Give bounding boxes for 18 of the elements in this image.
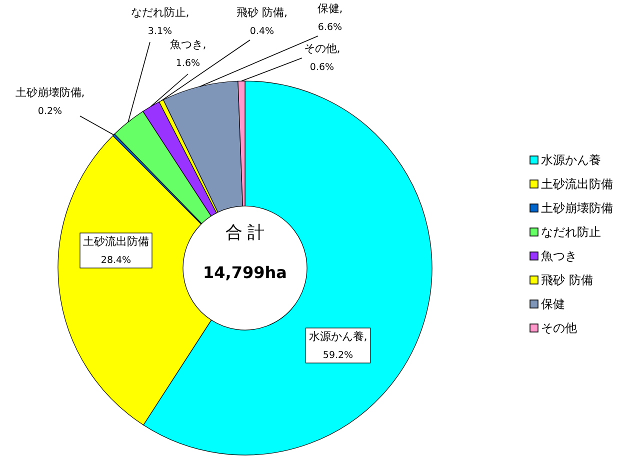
data-label: なだれ防止, 3.1% xyxy=(130,6,190,37)
data-label: 土砂流出防備 28.4% xyxy=(83,235,149,266)
legend-label: 土砂流出防備 xyxy=(541,177,613,191)
legend-label: 魚つき xyxy=(541,249,577,263)
legend-label: 保健 xyxy=(541,297,565,311)
legend-label: 土砂崩壊防備 xyxy=(541,201,613,215)
data-label: 飛砂 防備, 0.4% xyxy=(236,6,288,37)
data-label: 魚つき, 1.6% xyxy=(170,38,206,69)
legend-label: 飛砂 防備 xyxy=(541,273,593,287)
data-label: 保健, 6.6% xyxy=(317,2,343,33)
legend-label: 水源かん養 xyxy=(541,153,601,167)
data-label: 水源かん養, 59.2% xyxy=(308,330,368,361)
legend-label: なだれ防止 xyxy=(541,225,601,239)
data-label: 土砂崩壊防備, 0.2% xyxy=(15,86,85,117)
text: 14,799ha xyxy=(203,263,287,282)
legend-label: その他 xyxy=(541,321,577,335)
data-label: その他, 0.6% xyxy=(304,42,340,73)
text: 合 計 xyxy=(225,223,265,243)
